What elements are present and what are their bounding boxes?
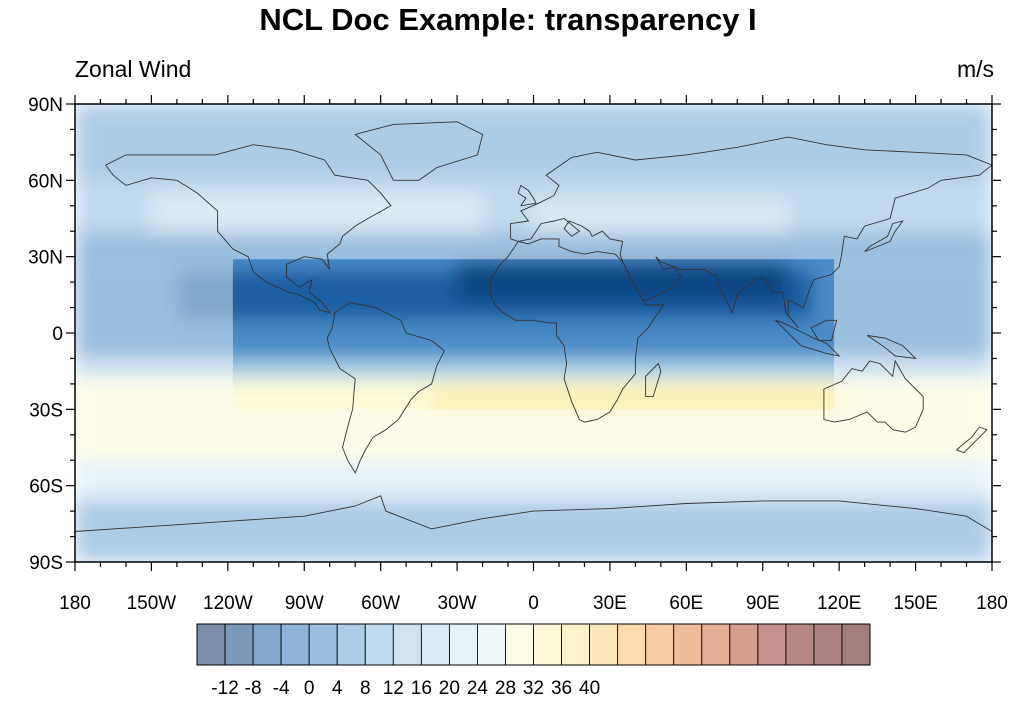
colorbar-swatch — [448, 623, 478, 666]
lon-tick-label: 180 — [59, 593, 91, 614]
wind-band — [431, 383, 835, 410]
wind-field — [75, 104, 992, 562]
wind-band — [75, 104, 992, 181]
lat-tick-label: 0 — [52, 324, 63, 345]
colorbar-label: 40 — [579, 678, 600, 699]
borneo-coast — [810, 319, 838, 342]
wind-band — [151, 193, 483, 237]
colorbar-label: 8 — [360, 678, 371, 699]
colorbar-label: -12 — [211, 678, 238, 699]
lon-tick-label: 60E — [669, 593, 703, 614]
australia-coast — [823, 359, 924, 433]
lon-tick-label: 150E — [893, 593, 937, 614]
colorbar-swatch — [252, 623, 282, 666]
colorbar-label: 28 — [495, 678, 516, 699]
lon-tick-label: 30W — [438, 593, 477, 614]
colorbar-swatch — [617, 623, 647, 666]
colorbar-swatch — [533, 623, 562, 666]
colorbar-label: 0 — [304, 678, 315, 699]
colorbar-label: 12 — [383, 678, 404, 699]
wind-band — [75, 498, 992, 562]
new-zealand-coast — [956, 426, 988, 454]
colorbar-swatch — [420, 623, 450, 666]
colorbar-swatch — [477, 623, 506, 666]
colorbar-swatch — [729, 623, 759, 666]
colorbar-swatch — [673, 623, 703, 666]
lat-tick-label: 30S — [29, 400, 63, 421]
lon-tick-label: 180 — [976, 593, 1008, 614]
japan-coast — [864, 220, 904, 253]
lon-tick-label: 30E — [593, 593, 627, 614]
lon-tick-label: 60W — [361, 593, 400, 614]
wind-band — [75, 460, 992, 499]
colorbar-swatch — [505, 623, 534, 666]
lon-tick-label: 150W — [127, 593, 177, 614]
lat-tick-label: 90N — [28, 95, 63, 116]
africa-coast — [489, 238, 665, 423]
colorbar-swatch — [757, 623, 787, 666]
lon-tick-label: 90W — [285, 593, 324, 614]
lon-tick-label: 120E — [817, 593, 861, 614]
lon-tick-label: 90E — [746, 593, 780, 614]
lat-tick-label: 30N — [28, 248, 63, 269]
colorbar-label: 36 — [551, 678, 572, 699]
lat-tick-label: 60N — [28, 171, 63, 192]
colorbar-label: 24 — [467, 678, 489, 699]
new-guinea-coast — [866, 335, 917, 360]
colorbar-label: -8 — [245, 678, 262, 699]
colorbar-label: -4 — [273, 678, 290, 699]
colorbar-swatch — [308, 623, 338, 666]
uk-coast — [517, 184, 537, 207]
antarctica-coast — [75, 495, 992, 532]
wind-band — [457, 261, 789, 303]
axis-labels: 90N 60N 30N 0 30S 60S 90S 180 150W 120W 90W 60W 30W 0… — [28, 95, 1008, 614]
lat-tick-label: 90S — [29, 553, 63, 574]
south-america-coast — [326, 302, 445, 474]
colorbar-swatch — [785, 623, 815, 666]
colorbar-swatch — [645, 623, 675, 666]
colorbar-swatch — [280, 623, 310, 666]
madagascar-coast — [645, 362, 662, 398]
lat-tick-label: 60S — [29, 477, 63, 498]
colorbar-swatch — [364, 623, 394, 666]
colorbar-swatch — [561, 623, 590, 666]
colorbar-swatch — [813, 623, 843, 666]
colorbar-label: 20 — [439, 678, 460, 699]
coastlines — [75, 121, 992, 532]
colorbar-swatch — [336, 623, 366, 666]
units-label: m/s — [956, 56, 994, 82]
eurasia-coast — [510, 136, 992, 329]
colorbar-swatch — [589, 623, 619, 666]
colorbar-label: 32 — [523, 678, 544, 699]
wind-band — [533, 200, 789, 232]
colorbar-label: 16 — [411, 678, 432, 699]
lon-tick-label: 120W — [203, 593, 253, 614]
colorbar-swatch — [196, 623, 226, 666]
colorbar-swatch — [841, 623, 871, 666]
colorbar-swatch — [224, 623, 254, 666]
chart-title: NCL Doc Example: transparency I — [259, 2, 757, 37]
colorbar-swatch — [392, 623, 422, 666]
axis-ticks — [66, 95, 1001, 571]
variable-label: Zonal Wind — [75, 56, 192, 82]
north-america-coast — [105, 144, 392, 314]
wind-band — [232, 358, 835, 379]
colorbar-frame — [196, 623, 871, 666]
greenland-coast — [354, 121, 484, 181]
colorbar-label: 4 — [332, 678, 343, 699]
indonesia-coast — [775, 319, 841, 357]
colorbar-swatch — [701, 623, 731, 666]
lon-tick-label: 0 — [528, 593, 539, 614]
colorbar: -12 -8 -4 0 4 8 12 16 20 24 28 32 36 40 — [196, 623, 871, 699]
